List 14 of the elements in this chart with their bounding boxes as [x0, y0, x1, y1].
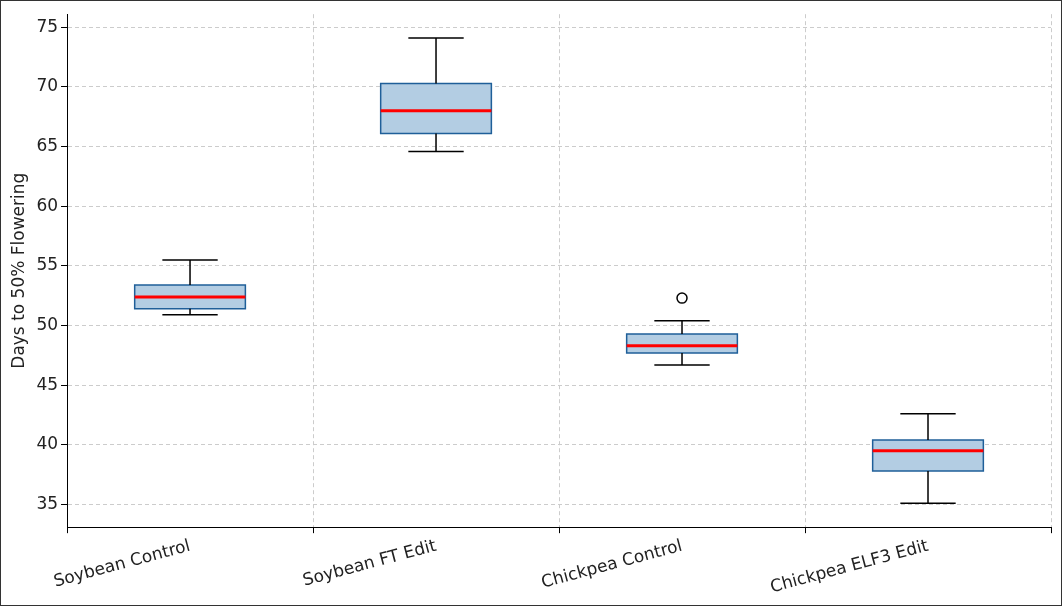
y-tick-label: 40: [36, 433, 59, 454]
y-tick-label: 55: [36, 254, 59, 275]
x-tick-label: Soybean Control: [51, 534, 193, 591]
x-tick-label: Chickpea Control: [538, 534, 685, 592]
y-tick-label: 60: [36, 194, 59, 215]
y-tick-label: 70: [36, 75, 59, 96]
x-tick-label: Chickpea ELF3 Edit: [767, 534, 931, 597]
y-tick-label: 75: [36, 15, 59, 36]
y-axis-title: Days to 50% Flowering: [7, 172, 28, 369]
y-tick-label: 45: [36, 373, 59, 394]
y-tick-label: 50: [36, 313, 59, 334]
y-tick-label: 65: [36, 135, 59, 156]
y-tick-label: 35: [36, 492, 59, 513]
x-tick-label: Soybean FT Edit: [300, 534, 439, 590]
